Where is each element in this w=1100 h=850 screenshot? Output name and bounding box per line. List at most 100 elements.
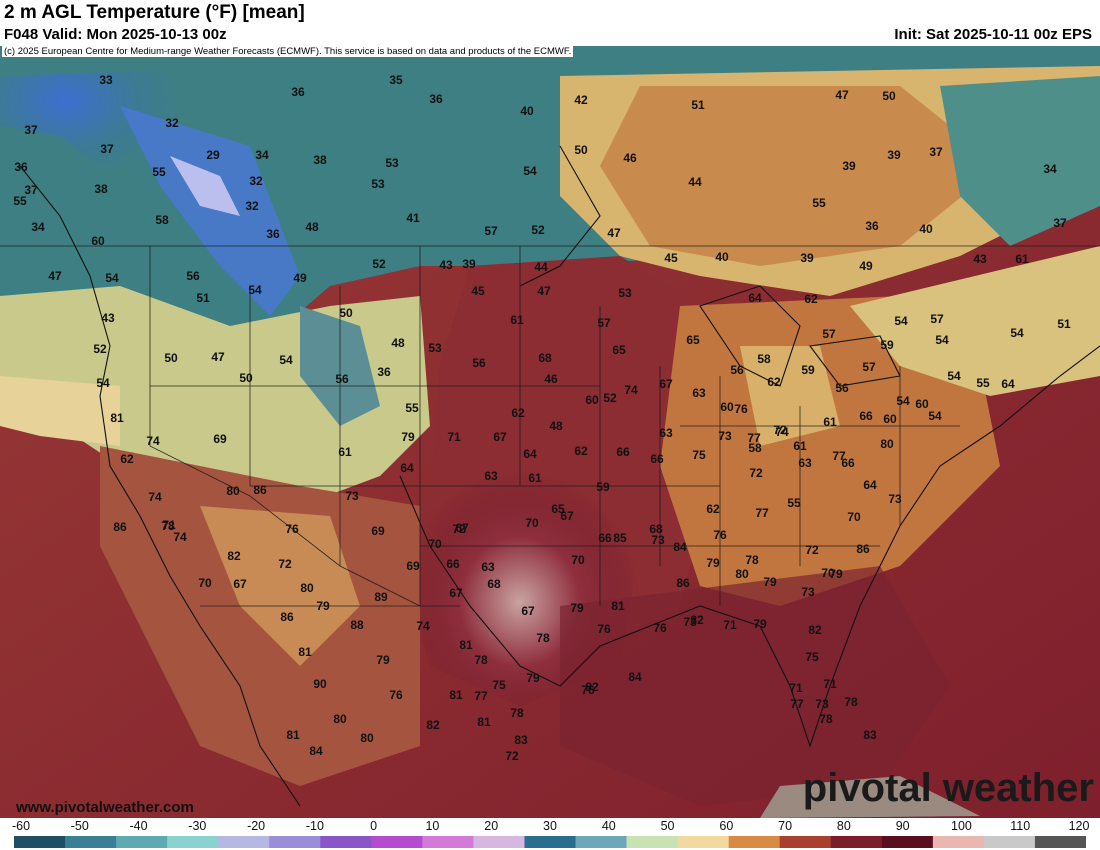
temperature-label: 59 <box>880 338 894 352</box>
temperature-label: 56 <box>472 356 486 370</box>
temperature-label: 78 <box>745 553 759 567</box>
temperature-label: 88 <box>350 618 364 632</box>
colorbar-tick-label: 0 <box>370 819 378 833</box>
temperature-label: 61 <box>338 445 352 459</box>
temperature-label: 71 <box>789 681 803 695</box>
temperature-label: 73 <box>801 585 815 599</box>
temperature-label: 61 <box>1015 252 1029 266</box>
colorbar-gradient <box>14 836 1086 848</box>
temperature-label: 61 <box>793 439 807 453</box>
map-title: 2 m AGL Temperature (°F) [mean] <box>4 2 305 23</box>
temperature-label: 36 <box>266 227 280 241</box>
temperature-label: 60 <box>720 400 734 414</box>
temperature-label: 58 <box>155 213 169 227</box>
temperature-label: 67 <box>659 377 673 391</box>
temperature-label: 84 <box>309 744 323 758</box>
temperature-label: 82 <box>426 718 440 732</box>
temperature-label: 66 <box>446 557 460 571</box>
temperature-label: 55 <box>405 401 419 415</box>
temperature-label: 45 <box>471 284 485 298</box>
colorbar-tick-label: 90 <box>895 819 910 833</box>
temperature-label: 76 <box>734 402 748 416</box>
temperature-label: 76 <box>597 622 611 636</box>
temperature-label: 52 <box>372 257 386 271</box>
colorbar-tick-label: -40 <box>129 819 148 833</box>
temperature-label: 64 <box>523 447 537 461</box>
colorbar-segment <box>1034 836 1086 848</box>
colorbar-tick-label: 100 <box>951 819 972 833</box>
colorbar-tick-label: -60 <box>11 819 31 833</box>
temperature-label: 47 <box>537 284 551 298</box>
temperature-label: 63 <box>481 560 495 574</box>
temperature-label: 55 <box>13 194 27 208</box>
temperature-label: 72 <box>278 557 292 571</box>
temperature-label: 47 <box>48 269 62 283</box>
temperature-label: 84 <box>673 540 687 554</box>
temperature-label: 81 <box>459 638 473 652</box>
temperature-label: 70 <box>571 553 585 567</box>
temperature-label: 80 <box>300 581 314 595</box>
temperature-label: 83 <box>514 733 528 747</box>
temperature-label: 79 <box>706 556 720 570</box>
temperature-label: 64 <box>1001 377 1015 391</box>
temperature-label: 58 <box>748 441 762 455</box>
temperature-label: 39 <box>800 251 814 265</box>
temperature-label: 67 <box>449 586 463 600</box>
temperature-label: 72 <box>773 423 787 437</box>
temperature-label: 69 <box>371 524 385 538</box>
temperature-label: 86 <box>113 520 127 534</box>
temperature-label: 66 <box>859 409 873 423</box>
temperature-label: 73 <box>718 429 732 443</box>
temperature-label: 75 <box>692 448 706 462</box>
temperature-colorbar: -60 -50 -40 -30 -20 -10 0 10 20 30 40 50 60 70 80 90 100… <box>0 818 1100 850</box>
temperature-label: 76 <box>581 683 595 697</box>
temperature-label: 79 <box>526 671 540 685</box>
colorbar-tick-label: 70 <box>778 819 793 833</box>
temperature-label: 54 <box>947 369 961 383</box>
temperature-label: 56 <box>186 269 200 283</box>
temperature-label: 69 <box>406 559 420 573</box>
temperature-label: 40 <box>919 222 933 236</box>
temperature-label: 74 <box>173 530 187 544</box>
colorbar-tick-label: 30 <box>543 819 557 833</box>
temperature-label: 46 <box>544 372 558 386</box>
temperature-label: 52 <box>603 391 617 405</box>
temperature-label: 59 <box>596 480 610 494</box>
temperature-label: 71 <box>723 618 737 632</box>
temperature-label: 67 <box>493 430 507 444</box>
temperature-label: 54 <box>935 333 949 347</box>
temperature-label: 77 <box>755 506 769 520</box>
temperature-label: 53 <box>385 156 399 170</box>
temperature-label: 61 <box>823 415 837 429</box>
temperature-label: 79 <box>763 575 777 589</box>
temperature-label: 42 <box>574 93 588 107</box>
temperature-label: 48 <box>391 336 405 350</box>
temperature-label: 71 <box>823 677 837 691</box>
temperature-label: 75 <box>492 678 506 692</box>
colorbar-segment <box>728 836 781 848</box>
temperature-label: 56 <box>730 363 744 377</box>
temperature-label: 67 <box>455 521 469 535</box>
temperature-label: 36 <box>377 365 391 379</box>
temperature-label: 54 <box>896 394 910 408</box>
temperature-label: 50 <box>339 306 353 320</box>
temperature-label: 63 <box>484 469 498 483</box>
temperature-label: 62 <box>574 444 588 458</box>
temperature-label: 29 <box>206 148 220 162</box>
temperature-label: 79 <box>316 599 330 613</box>
colorbar-segment <box>932 836 985 848</box>
temperature-label: 86 <box>676 576 690 590</box>
temperature-label: 68 <box>649 522 663 536</box>
temperature-label: 34 <box>255 148 269 162</box>
colorbar-tick-label: 40 <box>601 819 616 833</box>
temperature-label: 82 <box>808 623 822 637</box>
temperature-label: 43 <box>973 252 987 266</box>
temperature-label: 74 <box>148 490 162 504</box>
temperature-map[interactable]: 33 35 36 36 40 42 51 47 50 37 32 37 29 34 32 32 36 38 53 53… <box>0 46 1100 818</box>
pivotal-weather-logo: pivotal weather <box>802 766 1094 810</box>
colorbar-segment <box>167 836 219 848</box>
coastlines <box>19 145 1100 807</box>
colorbar-segment <box>677 836 730 848</box>
